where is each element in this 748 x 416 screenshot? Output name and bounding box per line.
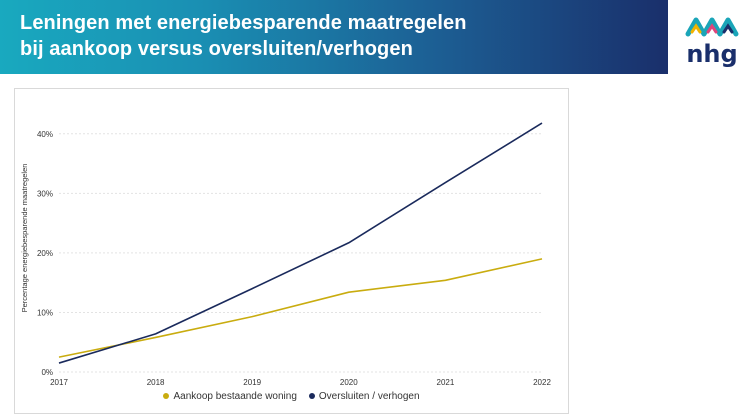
logo-text: nhg <box>686 40 738 68</box>
x-tick-label: 2022 <box>533 378 551 387</box>
legend-item: Oversluiten / verhogen <box>308 391 420 402</box>
y-axis-label: Percentage energiebesparende maatregelen <box>20 164 29 313</box>
nhg-logo: nhg <box>684 12 740 68</box>
line-chart: 0% 10% 20% 30% 40% 2017 2018 2019 2020 2021 2022 Pe… <box>20 122 551 387</box>
series-line-oversluiten <box>58 122 543 364</box>
page-title-line-1: Leningen met energiebesparende maatregel… <box>20 12 467 34</box>
y-tick-label: 20% <box>37 249 53 258</box>
y-tick-label: 10% <box>37 308 53 317</box>
x-tick-label: 2019 <box>243 378 261 387</box>
x-tick-label: 2020 <box>340 378 358 387</box>
chart-container: 0% 10% 20% 30% 40% 2017 2018 2019 2020 2021 2022 Pe… <box>14 88 569 414</box>
y-tick-label: 40% <box>37 130 53 139</box>
title-banner: Leningen met energiebesparende maatregel… <box>0 0 668 74</box>
x-tick-label: 2018 <box>147 378 165 387</box>
chart-legend: Aankoop bestaande woning Oversluiten / ve… <box>15 391 568 402</box>
page-title-line-2: bij aankoop versus oversluiten/verhogen <box>20 38 413 60</box>
y-tick-label: 0% <box>41 368 53 377</box>
legend-marker-icon <box>163 393 170 400</box>
series-line-aankoop <box>58 258 543 358</box>
legend-label: Aankoop bestaande woning <box>173 391 297 402</box>
y-tick-label: 30% <box>37 189 53 198</box>
legend-marker-icon <box>308 393 315 400</box>
legend-label: Oversluiten / verhogen <box>318 391 420 402</box>
nhg-wave-logo-icon <box>685 17 739 37</box>
x-tick-label: 2017 <box>50 378 68 387</box>
legend-item: Aankoop bestaande woning <box>163 391 297 402</box>
x-tick-label: 2021 <box>437 378 455 387</box>
